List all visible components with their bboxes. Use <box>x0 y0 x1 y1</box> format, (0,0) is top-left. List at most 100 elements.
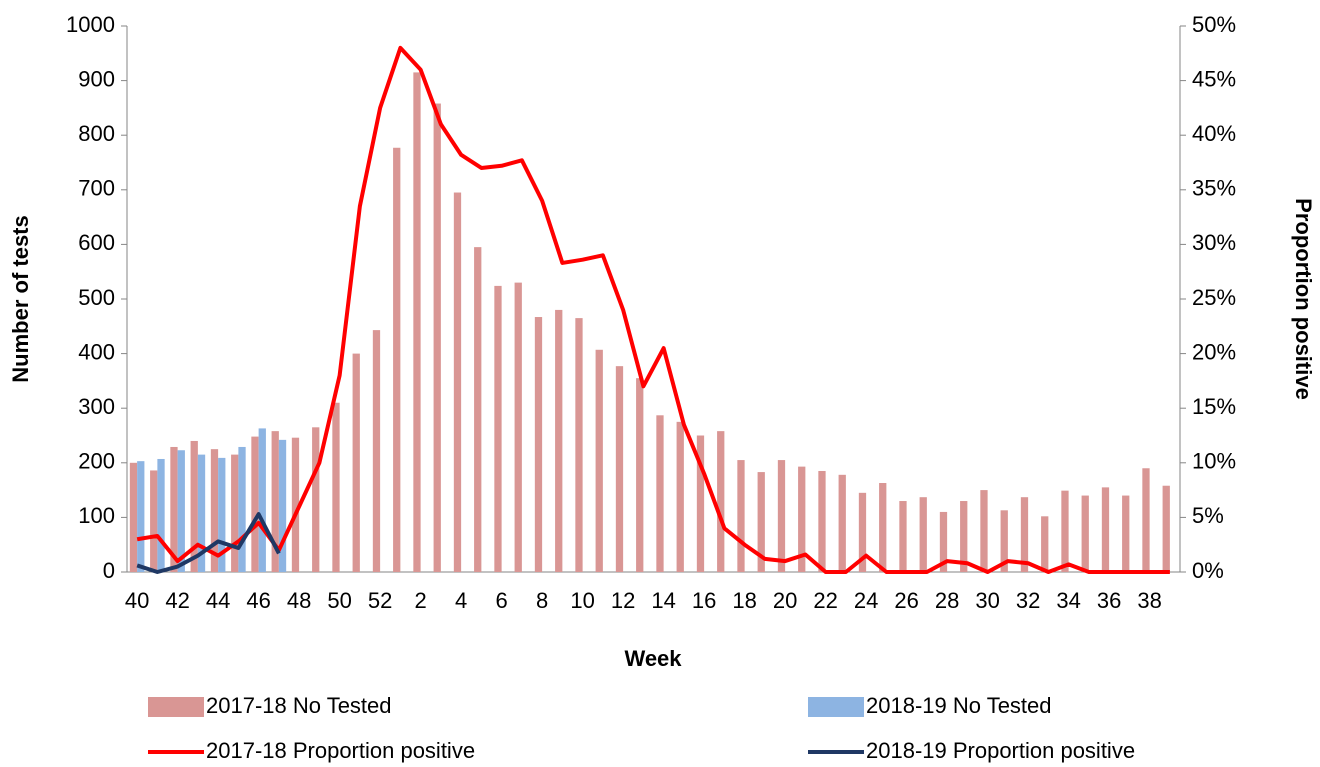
bar <box>413 72 421 572</box>
bar <box>919 497 927 572</box>
y-tick-label: 600 <box>78 230 115 255</box>
bar <box>858 492 867 572</box>
y2-tick-label: 20% <box>1192 339 1236 364</box>
bar <box>312 427 320 572</box>
bar <box>372 330 381 572</box>
x-tick-label: 32 <box>1016 588 1040 613</box>
y2-tick-label: 45% <box>1192 66 1236 91</box>
x-tick-label: 2 <box>415 588 427 613</box>
x-tick-label: 44 <box>206 588 230 613</box>
x-tick-label: 26 <box>894 588 918 613</box>
y2-tick-label: 10% <box>1192 449 1236 474</box>
bar <box>197 454 206 572</box>
y-tick-label: 0 <box>103 558 115 583</box>
bar <box>1122 495 1130 572</box>
x-tick-label: 4 <box>455 588 467 613</box>
x-tick-label: 36 <box>1097 588 1121 613</box>
bar <box>717 431 725 572</box>
bar <box>676 421 684 572</box>
x-axis-title: Week <box>624 646 682 671</box>
bar <box>636 378 644 572</box>
x-tick-label: 6 <box>496 588 508 613</box>
bar <box>1041 516 1049 572</box>
bar <box>737 460 745 572</box>
y-tick-label: 300 <box>78 394 115 419</box>
y2-axis-title: Proportion positive <box>1291 198 1316 400</box>
bar <box>899 501 907 572</box>
bar <box>1101 487 1110 572</box>
x-tick-label: 28 <box>935 588 959 613</box>
bar <box>238 446 246 572</box>
y2-tick-label: 15% <box>1192 394 1236 419</box>
bar <box>150 470 158 572</box>
bar <box>1142 468 1150 572</box>
x-tick-label: 46 <box>246 588 270 613</box>
bar <box>291 437 300 572</box>
x-tick-label: 50 <box>327 588 351 613</box>
bar <box>696 435 705 572</box>
y2-tick-label: 35% <box>1192 176 1236 201</box>
bar <box>1162 485 1170 572</box>
bar <box>1081 495 1089 572</box>
x-tick-label: 14 <box>651 588 675 613</box>
bar <box>818 470 826 572</box>
x-tick-label: 42 <box>165 588 189 613</box>
bar <box>960 501 968 572</box>
y2-tick-label: 25% <box>1192 285 1236 310</box>
bar <box>1061 490 1069 572</box>
bar <box>838 474 846 572</box>
bar <box>258 428 266 572</box>
bar <box>1020 497 1029 572</box>
bar <box>798 466 806 572</box>
y2-tick-label: 0% <box>1192 558 1224 583</box>
bar <box>332 402 340 572</box>
legend-label: 2017-18 Proportion positive <box>206 738 475 763</box>
y-tick-label: 700 <box>78 176 115 201</box>
bar <box>555 309 563 572</box>
bar <box>939 511 948 572</box>
x-tick-label: 52 <box>368 588 392 613</box>
x-tick-label: 24 <box>854 588 878 613</box>
bar <box>157 458 165 572</box>
bar <box>251 436 259 572</box>
y-tick-label: 900 <box>78 66 115 91</box>
bar <box>757 472 765 572</box>
bar <box>777 460 786 572</box>
bar <box>433 103 441 573</box>
x-tick-label: 20 <box>773 588 797 613</box>
legend-swatch <box>808 697 864 717</box>
bar <box>595 349 603 572</box>
x-tick-label: 48 <box>287 588 311 613</box>
bar <box>190 440 198 572</box>
y-tick-label: 200 <box>78 449 115 474</box>
legend-label: 2018-19 Proportion positive <box>866 738 1135 763</box>
bar <box>879 483 887 572</box>
y2-tick-label: 30% <box>1192 230 1236 255</box>
line <box>136 512 281 574</box>
x-tick-label: 18 <box>732 588 756 613</box>
y-tick-label: 500 <box>78 285 115 310</box>
bar <box>170 446 178 572</box>
bar <box>352 353 360 572</box>
bar <box>137 461 145 572</box>
bar <box>615 366 624 572</box>
y-tick-label: 100 <box>78 503 115 528</box>
bar <box>210 449 219 572</box>
x-tick-label: 12 <box>611 588 635 613</box>
x-tick-label: 34 <box>1056 588 1080 613</box>
x-tick-label: 10 <box>570 588 594 613</box>
bar <box>494 285 502 572</box>
y-axis-title: Number of tests <box>8 215 33 382</box>
bar <box>980 490 988 572</box>
x-tick-label: 38 <box>1137 588 1161 613</box>
bar <box>393 147 401 572</box>
y-tick-label: 400 <box>78 339 115 364</box>
bar <box>177 450 185 572</box>
bar <box>1000 510 1008 572</box>
bar <box>271 431 279 572</box>
x-tick-label: 40 <box>125 588 149 613</box>
y-tick-label: 800 <box>78 121 115 146</box>
bar <box>453 192 462 572</box>
bar <box>218 457 226 572</box>
